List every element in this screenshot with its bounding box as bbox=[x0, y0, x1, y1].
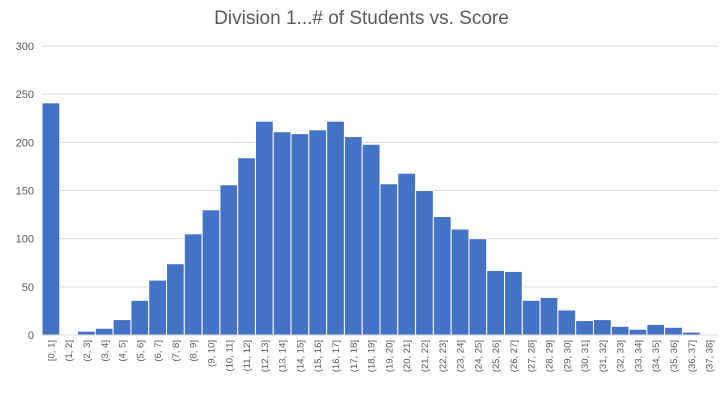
x-axis-ticks: [0, 1] (1, 2] (2, 3] (3, 4] (4, 5] (5, 6] (6, … bbox=[46, 340, 715, 372]
bar bbox=[77, 330, 96, 336]
x-tick-label: (31, 32] bbox=[598, 340, 609, 372]
bar bbox=[450, 228, 470, 336]
bar bbox=[201, 209, 221, 336]
x-tick-label: (9, 10] bbox=[207, 340, 218, 367]
x-tick-label: (3, 4] bbox=[100, 340, 111, 362]
bar bbox=[272, 131, 292, 336]
bar bbox=[557, 309, 577, 336]
bar bbox=[628, 328, 648, 336]
bar bbox=[41, 102, 61, 336]
x-tick-label: (2, 3] bbox=[82, 340, 93, 362]
x-tick-label: (18, 19] bbox=[367, 340, 378, 372]
bar bbox=[326, 120, 345, 336]
x-tick-label: [0, 1] bbox=[46, 340, 57, 361]
bar bbox=[521, 299, 541, 336]
x-tick-label: (8, 9] bbox=[189, 340, 200, 362]
x-tick-label: (15, 16] bbox=[313, 340, 324, 372]
x-tick-label: (14, 15] bbox=[295, 340, 306, 372]
x-tick-label: (19, 20] bbox=[384, 340, 395, 372]
x-tick-label: (17, 18] bbox=[349, 340, 360, 372]
x-tick-label: (11, 12] bbox=[242, 340, 253, 372]
bar bbox=[166, 263, 185, 336]
x-tick-label: (33, 34] bbox=[633, 340, 644, 372]
bar bbox=[361, 143, 381, 336]
bar bbox=[308, 129, 328, 336]
x-tick-label: (34, 35] bbox=[651, 340, 662, 372]
x-tick-label: (20, 21] bbox=[402, 340, 413, 372]
x-tick-label: (12, 13] bbox=[260, 340, 271, 372]
y-tick-label: 200 bbox=[16, 137, 34, 149]
x-tick-label: (35, 36] bbox=[669, 340, 680, 372]
bar bbox=[130, 299, 150, 336]
chart-title: Division 1...# of Students vs. Score bbox=[214, 8, 509, 29]
bar bbox=[486, 269, 506, 336]
bar bbox=[415, 190, 434, 336]
bar bbox=[148, 279, 168, 336]
bar bbox=[592, 319, 612, 336]
x-tick-label: (21, 22] bbox=[420, 340, 431, 372]
y-tick-label: 100 bbox=[16, 234, 34, 246]
bar bbox=[664, 326, 683, 336]
x-tick-label: (36, 37] bbox=[687, 340, 698, 372]
bar bbox=[94, 327, 114, 336]
x-tick-label: (5, 6] bbox=[135, 340, 146, 362]
y-tick-label: 300 bbox=[16, 41, 34, 53]
bar bbox=[504, 270, 523, 336]
y-tick-label: 0 bbox=[28, 330, 34, 342]
x-tick-label: (26, 27] bbox=[509, 340, 520, 372]
bar bbox=[112, 319, 132, 336]
bar bbox=[610, 325, 630, 336]
x-tick-label: (7, 8] bbox=[171, 340, 182, 362]
bar bbox=[237, 157, 256, 336]
x-tick-label: (32, 33] bbox=[616, 340, 627, 372]
bar bbox=[468, 238, 488, 336]
bar bbox=[290, 133, 310, 336]
x-tick-label: (6, 7] bbox=[153, 340, 164, 362]
bar bbox=[343, 136, 363, 336]
y-tick-label: 150 bbox=[16, 186, 34, 198]
bar bbox=[379, 183, 399, 336]
x-tick-label: (37, 38] bbox=[705, 340, 716, 372]
bars bbox=[41, 102, 701, 336]
x-tick-label: (13, 14] bbox=[278, 340, 289, 372]
x-tick-label: (16, 17] bbox=[331, 340, 342, 372]
x-tick-label: (24, 25] bbox=[473, 340, 484, 372]
x-tick-label: (10, 11] bbox=[224, 340, 235, 372]
x-tick-label: (27, 28] bbox=[527, 340, 538, 372]
y-axis-ticks: 0 50 100 150 200 250 300 bbox=[16, 41, 34, 342]
x-tick-label: (28, 29] bbox=[545, 340, 556, 372]
x-tick-label: (22, 23] bbox=[438, 340, 449, 372]
bar bbox=[646, 323, 666, 336]
x-tick-label: (30, 31] bbox=[580, 340, 591, 372]
bar bbox=[432, 216, 452, 336]
x-tick-label: (1, 2] bbox=[64, 340, 75, 362]
y-tick-label: 50 bbox=[22, 282, 34, 294]
bar bbox=[219, 184, 239, 336]
bar bbox=[397, 172, 417, 336]
bar bbox=[539, 296, 559, 336]
y-tick-label: 250 bbox=[16, 89, 34, 101]
x-tick-label: (23, 24] bbox=[456, 340, 467, 372]
x-tick-label: (29, 30] bbox=[562, 340, 573, 372]
bar bbox=[254, 120, 274, 336]
x-tick-label: (25, 26] bbox=[491, 340, 502, 372]
x-tick-label: (4, 5] bbox=[118, 340, 129, 362]
bar bbox=[575, 320, 594, 336]
bar bbox=[183, 233, 203, 336]
